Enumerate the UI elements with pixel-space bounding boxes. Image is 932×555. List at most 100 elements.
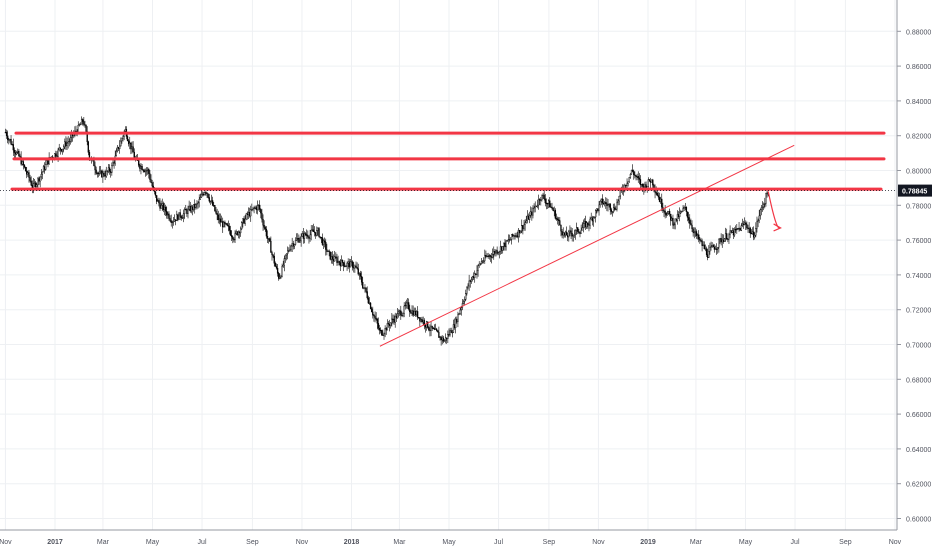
candle-body	[588, 224, 590, 226]
candle-body	[318, 228, 320, 237]
candle-body	[243, 218, 245, 224]
candle-body	[175, 219, 177, 221]
candle-body	[209, 200, 212, 203]
trendline[interactable]	[379, 144, 795, 347]
candle-body	[39, 176, 41, 182]
candle-body	[500, 246, 503, 251]
candle-body	[126, 136, 129, 142]
candle-body	[458, 313, 460, 316]
candle-body	[115, 150, 117, 157]
candle-body	[763, 204, 765, 208]
candle-body	[329, 251, 331, 260]
candle-body	[246, 213, 249, 215]
candle-body	[539, 199, 541, 201]
candle-body	[198, 199, 200, 204]
candle-body	[295, 238, 298, 241]
candle-body	[453, 324, 456, 328]
candle-body	[219, 218, 222, 223]
candle-body	[681, 210, 683, 213]
candle-body	[302, 233, 305, 239]
candle-body	[382, 334, 384, 336]
candle-body	[332, 259, 335, 262]
candle-body	[627, 181, 629, 184]
candle-body	[717, 246, 719, 250]
candle-body	[111, 165, 113, 173]
candle-body	[478, 263, 480, 266]
candle-body	[530, 211, 532, 216]
candle-body	[652, 179, 654, 186]
candle-body	[522, 225, 524, 229]
candle-body	[257, 204, 260, 207]
candle-body	[325, 242, 327, 250]
candle-body	[110, 171, 112, 173]
candle-body	[279, 276, 281, 279]
candle-body	[262, 218, 264, 226]
candle-body	[42, 166, 45, 173]
y-tick-label: 0.84000	[906, 99, 931, 106]
candle-body	[297, 238, 299, 240]
candle-body	[673, 224, 675, 226]
candle-body	[751, 231, 754, 234]
candle-body	[351, 261, 354, 268]
candle-body	[528, 215, 531, 220]
candle-body	[616, 202, 618, 210]
candle-body	[655, 191, 657, 194]
candle-body	[400, 310, 402, 316]
projection-arrow[interactable]	[767, 191, 781, 229]
candle-body	[442, 337, 445, 342]
candle-body	[155, 195, 158, 202]
candle-body	[710, 246, 712, 248]
candle-body	[59, 147, 61, 150]
candle-body	[581, 227, 583, 231]
candle-body	[191, 206, 194, 210]
candle-body	[206, 192, 208, 195]
candle-body	[238, 231, 241, 234]
candle-body	[544, 198, 546, 204]
candle-body	[679, 212, 681, 218]
candle-body	[565, 231, 568, 236]
candle-body	[327, 250, 329, 252]
grid-layer	[0, 0, 897, 530]
candle-body	[666, 213, 669, 216]
candle-body	[244, 218, 246, 224]
candle-body	[446, 337, 448, 340]
candle-body	[41, 171, 44, 175]
candle-body	[699, 239, 701, 241]
candle-body	[476, 270, 478, 275]
candle-body	[427, 321, 429, 328]
candle-body	[745, 222, 747, 225]
candle-body	[659, 198, 662, 202]
candle-body	[356, 266, 358, 269]
x-tick-label: Jul	[494, 539, 503, 546]
candle-body	[493, 251, 495, 255]
candle-body	[503, 242, 505, 247]
candle-body	[85, 125, 87, 132]
candle-body	[272, 254, 274, 257]
candle-body	[355, 265, 357, 268]
candle-body	[419, 317, 421, 322]
candle-body	[715, 248, 718, 250]
candle-body	[30, 180, 32, 186]
drawing-layer[interactable]	[0, 131, 897, 347]
candle-body	[637, 175, 639, 179]
candle-body	[735, 229, 737, 231]
candle-body	[507, 239, 509, 241]
candle-body	[719, 238, 721, 241]
candle-body	[232, 236, 234, 240]
candle-body	[144, 170, 147, 173]
candle-body	[661, 198, 663, 208]
candle-body	[726, 233, 728, 240]
candle-body	[674, 218, 676, 225]
candle-body	[575, 227, 578, 231]
candle-body	[592, 217, 595, 222]
candle-body	[568, 231, 570, 238]
candle-body	[210, 200, 213, 202]
candle-body	[534, 205, 536, 209]
candle-body	[82, 119, 84, 122]
candle-body	[692, 228, 694, 233]
candle-body	[474, 273, 476, 279]
candle-body	[583, 221, 586, 224]
